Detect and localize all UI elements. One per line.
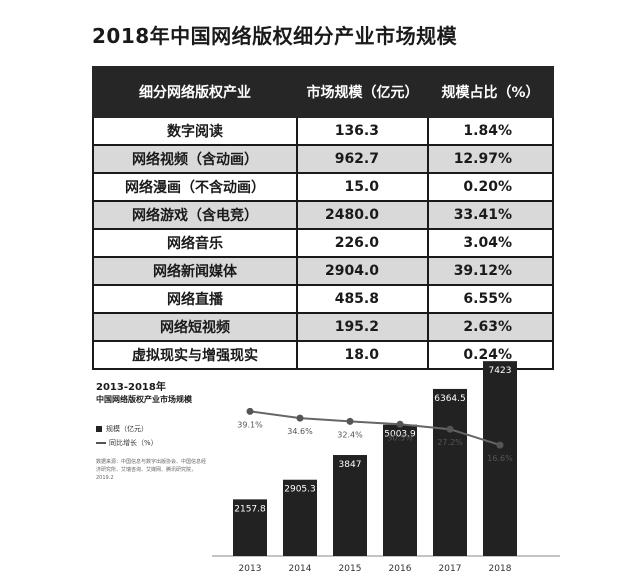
chart-title: 2013-2018年	[96, 382, 166, 393]
size-cell: 2904.0	[296, 256, 429, 286]
share-cell: 6.55%	[427, 284, 554, 314]
segment-cell: 虚拟现实与增强现实	[92, 340, 298, 370]
segment-cell: 数字阅读	[92, 116, 298, 146]
legend-bar-label: 规模（亿元）	[106, 425, 148, 433]
growth-point	[496, 441, 504, 449]
bar-value-label: 2905.3	[284, 485, 316, 495]
segment-cell: 网络视频（含动画）	[92, 144, 298, 174]
share-cell: 12.97%	[427, 144, 554, 174]
table-header-row: 细分网络版权产业 市场规模（亿元） 规模占比（%）	[92, 66, 554, 118]
table-row: 网络漫画（不含动画） 15.0 0.20%	[92, 172, 554, 202]
size-cell: 195.2	[296, 312, 429, 342]
size-cell: 136.3	[296, 116, 429, 146]
table-row: 网络短视频 195.2 2.63%	[92, 312, 554, 342]
share-cell: 0.20%	[427, 172, 554, 202]
bar	[433, 388, 467, 556]
growth-label: 39.1%	[237, 420, 263, 429]
table-row: 网络直播 485.8 6.55%	[92, 284, 554, 314]
header-share: 规模占比（%）	[427, 66, 554, 118]
size-cell: 18.0	[296, 340, 429, 370]
chart-subtitle: 中国网络版权产业市场规模	[96, 395, 192, 404]
bar	[283, 479, 317, 556]
x-tick-label: 2017	[439, 564, 462, 574]
x-tick-label: 2015	[339, 564, 362, 574]
bar-value-label: 5003.9	[384, 430, 416, 440]
table-row: 网络音乐 226.0 3.04%	[92, 228, 554, 258]
share-cell: 39.12%	[427, 256, 554, 286]
x-tick-label: 2016	[389, 564, 412, 574]
x-tick-label: 2013	[239, 564, 262, 574]
legend-line: 同比增长（%）	[96, 438, 158, 448]
growth-point	[446, 425, 454, 433]
segment-cell: 网络漫画（不含动画）	[92, 172, 298, 202]
size-cell: 485.8	[296, 284, 429, 314]
table-row: 网络新闻媒体 2904.0 39.12%	[92, 256, 554, 286]
bar	[233, 499, 267, 556]
size-cell: 2480.0	[296, 200, 429, 230]
growth-point	[346, 417, 354, 425]
segment-cell: 网络短视频	[92, 312, 298, 342]
size-cell: 15.0	[296, 172, 429, 202]
size-cell: 962.7	[296, 144, 429, 174]
size-cell: 226.0	[296, 228, 429, 258]
bar-value-label: 2157.8	[234, 504, 266, 514]
bar-value-label: 7423	[489, 366, 512, 376]
market-table: 细分网络版权产业 市场规模（亿元） 规模占比（%） 数字阅读 136.3 1.84%…	[92, 66, 554, 370]
segment-cell: 网络新闻媒体	[92, 256, 298, 286]
share-cell: 2.63%	[427, 312, 554, 342]
growth-point	[396, 420, 404, 428]
table-row: 数字阅读 136.3 1.84%	[92, 116, 554, 146]
share-cell: 1.84%	[427, 116, 554, 146]
growth-point	[296, 414, 304, 422]
x-tick-label: 2014	[289, 564, 312, 574]
bar	[383, 424, 417, 556]
segment-cell: 网络直播	[92, 284, 298, 314]
legend-line-label: 同比增长（%）	[109, 439, 158, 447]
growth-point	[246, 407, 254, 415]
table-row: 网络视频（含动画） 962.7 12.97%	[92, 144, 554, 174]
table-row: 网络游戏（含电竞） 2480.0 33.41%	[92, 200, 554, 230]
header-market-size: 市场规模（亿元）	[296, 66, 429, 118]
segment-cell: 网络游戏（含电竞）	[92, 200, 298, 230]
share-cell: 33.41%	[427, 200, 554, 230]
growth-label: 32.4%	[337, 430, 363, 439]
growth-label: 16.6%	[487, 454, 513, 463]
share-cell: 3.04%	[427, 228, 554, 258]
header-segment: 细分网络版权产业	[92, 66, 298, 118]
page-title: 2018年中国网络版权细分产业市场规模	[92, 24, 458, 48]
x-tick-label: 2018	[489, 564, 512, 574]
growth-label: 34.6%	[287, 427, 313, 436]
legend-bar-swatch	[96, 426, 102, 432]
growth-label: 30.5%	[387, 433, 413, 442]
growth-line	[249, 410, 501, 447]
bar	[483, 361, 517, 556]
segment-cell: 网络音乐	[92, 228, 298, 258]
bar	[333, 455, 367, 556]
source-note: 数据来源：中国信息与数字出版协会、中国信息经济研究所、艾瑞咨询、艾媒网、腾讯研究…	[96, 459, 207, 481]
table-row: 虚拟现实与增强现实 18.0 0.24%	[92, 340, 554, 370]
legend-line-swatch	[96, 442, 106, 444]
legend-bar: 规模（亿元）	[96, 424, 148, 434]
bar-value-label: 3847	[339, 460, 362, 470]
growth-label: 27.2%	[437, 438, 463, 447]
bar-value-label: 6364.5	[434, 394, 466, 404]
